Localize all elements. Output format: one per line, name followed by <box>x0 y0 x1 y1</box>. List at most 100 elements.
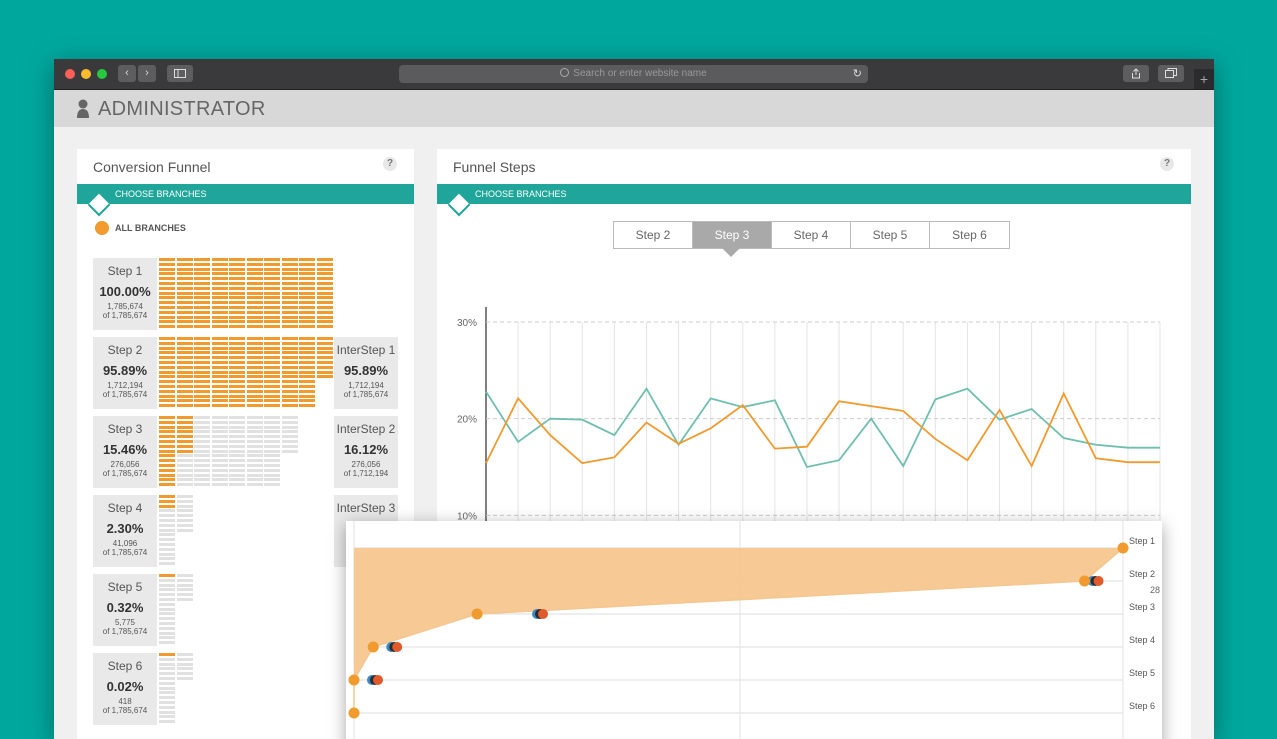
funnel-block <box>281 385 298 388</box>
funnel-block <box>281 370 298 374</box>
funnel-block <box>229 365 245 369</box>
orange-point <box>1117 542 1129 554</box>
funnel-block <box>176 277 193 281</box>
funnel-block <box>229 385 245 388</box>
help-icon[interactable]: ? <box>1160 157 1174 171</box>
funnel-block <box>246 370 263 374</box>
address-bar[interactable]: Search or enter website name ↻ <box>399 65 868 83</box>
funnel-block <box>159 420 175 424</box>
funnel-block <box>159 696 175 700</box>
tab-step-3[interactable]: Step 3 <box>693 222 772 248</box>
funnel-block <box>246 425 263 429</box>
funnel-block <box>194 282 210 285</box>
funnel-block <box>176 282 193 285</box>
step-count-value: 1,785,674 <box>107 302 143 311</box>
branch-point <box>373 675 383 685</box>
funnel-block <box>211 425 228 429</box>
funnel-block <box>229 351 245 355</box>
tabs-overview-button[interactable] <box>1158 65 1184 82</box>
funnel-block <box>299 380 315 384</box>
interstep-box[interactable]: InterStep 1 95.89% 1,712,194 of 1,785,674 <box>334 337 398 409</box>
funnel-block <box>246 449 263 453</box>
help-icon[interactable]: ? <box>383 157 397 171</box>
minimize-window-button[interactable] <box>81 69 91 79</box>
funnel-block <box>159 578 175 582</box>
zoom-window-button[interactable] <box>97 69 107 79</box>
share-button[interactable] <box>1123 65 1149 82</box>
tab-step-2[interactable]: Step 2 <box>614 222 693 248</box>
funnel-block <box>264 435 280 439</box>
step-box[interactable]: Step 2 95.89% 1,712,194 of 1,785,674 <box>93 337 157 409</box>
orange-point <box>471 608 483 620</box>
funnel-block <box>159 622 175 625</box>
search-icon <box>560 68 570 77</box>
panel-title: Conversion Funnel <box>93 159 211 175</box>
funnel-block <box>299 375 315 379</box>
funnel-block <box>316 346 333 350</box>
funnel-block <box>229 483 245 487</box>
back-button[interactable]: ‹ <box>118 65 136 82</box>
funnel-block <box>159 612 175 616</box>
funnel-block <box>159 641 175 645</box>
funnel-block <box>299 385 315 388</box>
funnel-block <box>281 277 298 281</box>
funnel-block <box>159 394 175 398</box>
address-placeholder: Search or enter website name <box>573 68 707 79</box>
funnel-block <box>246 464 263 467</box>
funnel-block <box>194 337 210 340</box>
funnel-block <box>159 533 175 537</box>
funnel-block <box>299 341 315 345</box>
funnel-block <box>176 301 193 305</box>
funnel-block <box>211 394 228 398</box>
step-box[interactable]: Step 3 15.46% 276,056 of 1,785,674 <box>93 416 157 488</box>
funnel-block <box>246 315 263 319</box>
step-box[interactable]: Step 6 0.02% 418 of 1,785,674 <box>93 653 157 725</box>
funnel-block <box>281 315 298 319</box>
new-tab-button[interactable]: + <box>1194 69 1214 89</box>
funnel-block <box>299 258 315 261</box>
interstep-percent: 16.12% <box>343 442 389 457</box>
funnel-block <box>229 258 245 261</box>
funnel-block <box>211 306 228 309</box>
tab-step-4[interactable]: Step 4 <box>772 222 851 248</box>
close-window-button[interactable] <box>65 69 75 79</box>
funnel-block <box>281 306 298 309</box>
interstep-box[interactable]: InterStep 2 16.12% 276,056 of 1,712,194 <box>334 416 398 488</box>
tab-step-6[interactable]: Step 6 <box>952 228 987 242</box>
sidebar-toggle-button[interactable] <box>167 65 193 82</box>
funnel-block <box>194 291 210 295</box>
step-box[interactable]: Step 5 0.32% 5,775 of 1,785,674 <box>93 574 157 646</box>
choose-branches-bar[interactable]: CHOOSE BRANCHES <box>437 184 1191 217</box>
funnel-block <box>176 588 193 592</box>
funnel-block <box>159 291 175 295</box>
funnel-block <box>246 430 263 434</box>
funnel-block <box>159 495 175 498</box>
funnel-block <box>299 291 315 295</box>
forward-button[interactable]: › <box>138 65 156 82</box>
funnel-block <box>159 459 175 463</box>
orange-point <box>367 641 379 653</box>
funnel-block <box>211 258 228 261</box>
step-count: 1,785,674 of 1,785,674 <box>93 302 157 320</box>
funnel-block <box>264 440 280 443</box>
funnel-block <box>176 315 193 319</box>
funnel-flow-area-chart: Step 1 Step 2 Step 3 Step 4 Step 5 Step 6 28 <box>348 521 1160 739</box>
funnel-block <box>159 657 175 661</box>
funnel-block <box>264 385 280 388</box>
funnel-block <box>264 267 280 271</box>
browser-titlebar: ‹ › Search or enter website name ↻ + <box>54 59 1214 90</box>
funnel-block <box>281 262 298 266</box>
choose-branches-bar[interactable]: CHOOSE BRANCHES <box>77 184 414 217</box>
funnel-block <box>229 346 245 350</box>
funnel-block <box>299 310 315 314</box>
funnel-block <box>316 291 333 295</box>
step-box[interactable]: Step 4 2.30% 41,096 of 1,785,674 <box>93 495 157 567</box>
funnel-block <box>211 370 228 374</box>
reload-icon[interactable]: ↻ <box>852 68 862 80</box>
funnel-block <box>299 351 315 355</box>
funnel-block <box>281 440 298 443</box>
step-count-total: of 1,785,674 <box>102 548 148 557</box>
funnel-block <box>299 346 315 350</box>
tab-step-5[interactable]: Step 5 <box>851 222 930 248</box>
step-box[interactable]: Step 1 100.00% 1,785,674 of 1,785,674 <box>93 258 157 330</box>
